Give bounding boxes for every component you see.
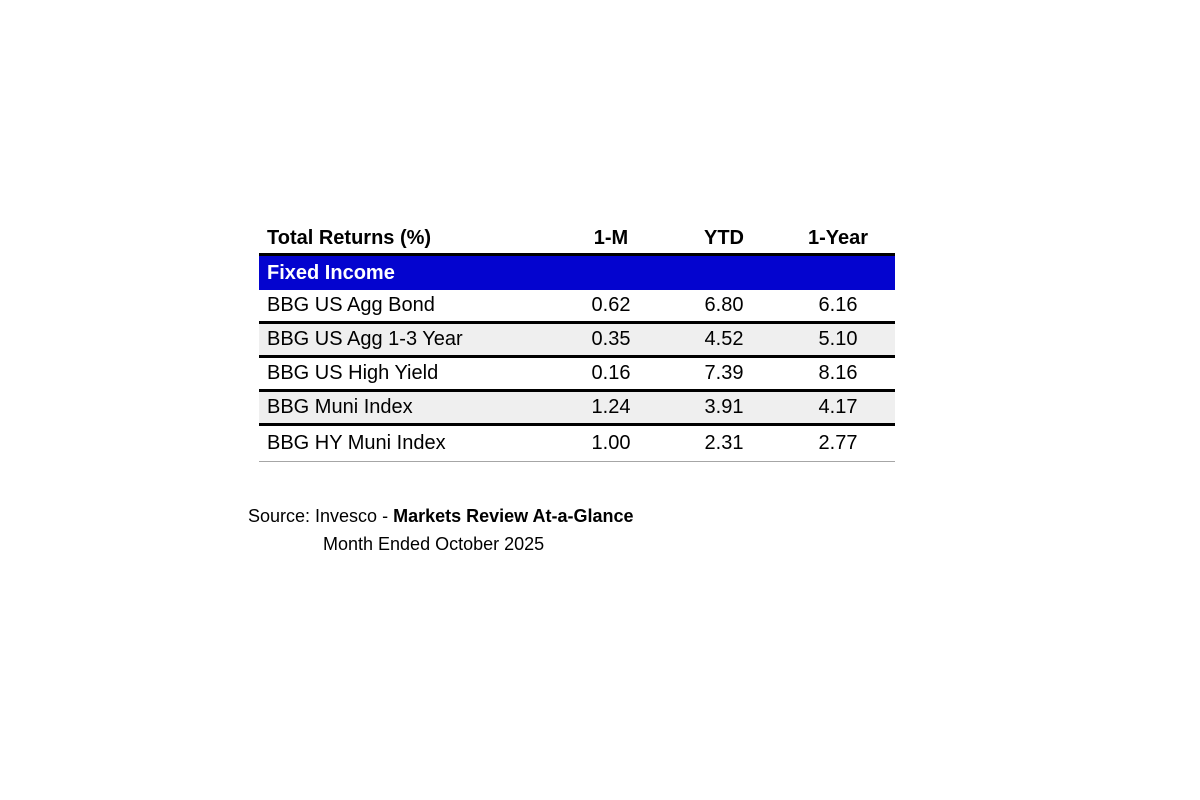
table-title: Total Returns (%): [267, 226, 432, 249]
column-header-1m: 1-M: [593, 226, 629, 249]
table-row: BBG Muni Index 1.24 3.91 4.17: [259, 392, 895, 426]
row-label: BBG US Agg 1-3 Year: [267, 328, 463, 350]
table-row: BBG HY Muni Index 1.00 2.31 2.77: [259, 426, 895, 462]
row-label: BBG US High Yield: [267, 362, 439, 384]
value-cell: 0.35: [591, 328, 631, 350]
section-label: Fixed Income: [267, 261, 395, 284]
value-cell: 5.10: [818, 328, 858, 350]
table-header-row: Total Returns (%) 1-M YTD 1-Year: [259, 223, 895, 256]
value-cell: 0.62: [591, 294, 631, 316]
row-label: BBG US Agg Bond: [267, 294, 435, 316]
table-row: BBG US High Yield 0.16 7.39 8.16: [259, 358, 895, 392]
column-header-1year: 1-Year: [807, 226, 869, 249]
value-cell: 3.91: [704, 396, 744, 418]
value-cell: 1.24: [591, 396, 631, 418]
value-cell: 4.52: [704, 328, 744, 350]
total-returns-table: Total Returns (%) 1-M YTD 1-Year Fixed I…: [259, 223, 895, 462]
row-label: BBG Muni Index: [267, 396, 413, 418]
value-cell: 7.39: [704, 362, 744, 384]
column-header-ytd: YTD: [704, 226, 744, 249]
row-label: BBG HY Muni Index: [267, 432, 446, 454]
table-row: BBG US Agg Bond 0.62 6.80 6.16: [259, 290, 895, 324]
value-cell: 4.17: [818, 396, 858, 418]
table-row: BBG US Agg 1-3 Year 0.35 4.52 5.10: [259, 324, 895, 358]
source-publication: Markets Review At-a-Glance: [393, 506, 634, 526]
source-prefix: Source: Invesco -: [248, 506, 394, 526]
source-line-2: Month Ended October 2025: [323, 534, 545, 554]
value-cell: 6.80: [704, 294, 744, 316]
section-row-fixed-income: Fixed Income: [259, 256, 895, 290]
source-line-1: Source: Invesco - Markets Review At-a-Gl…: [248, 502, 634, 530]
value-cell: 6.16: [818, 294, 858, 316]
value-cell: 8.16: [818, 362, 858, 384]
value-cell: 0.16: [591, 362, 631, 384]
value-cell: 2.31: [704, 432, 744, 454]
value-cell: 2.77: [818, 432, 858, 454]
value-cell: 1.00: [591, 432, 631, 454]
source-note: Source: Invesco - Markets Review At-a-Gl…: [248, 502, 634, 558]
